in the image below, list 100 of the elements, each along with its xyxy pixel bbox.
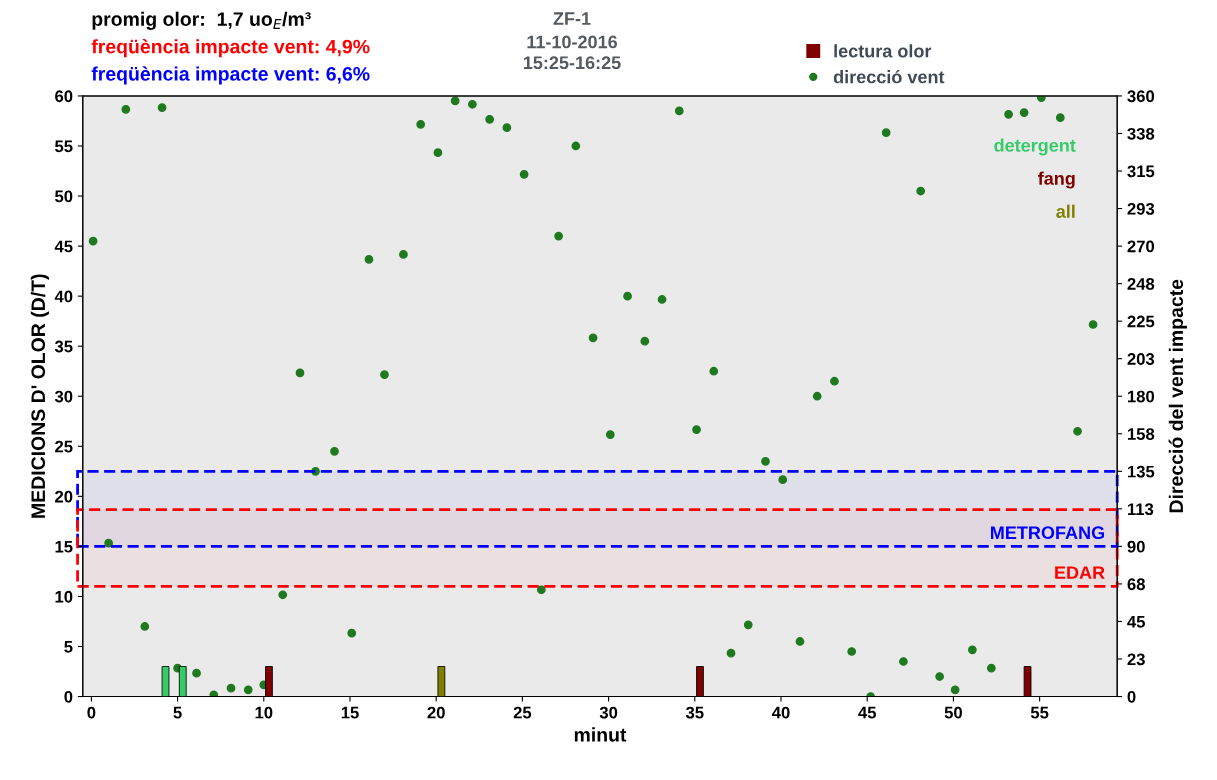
legend-title: lectura olor <box>834 44 932 58</box>
point <box>847 647 857 656</box>
x-axis-title: minut <box>574 727 627 742</box>
x-tick-label: 5 <box>173 706 182 719</box>
point <box>1036 95 1046 102</box>
point <box>795 637 805 646</box>
point <box>916 186 926 196</box>
x-tick-label: 0 <box>87 706 96 719</box>
y2-tick-label: 113 <box>1127 503 1154 516</box>
point <box>519 169 529 179</box>
y2-tick-label: 248 <box>1127 278 1155 290</box>
y-tick-label: 40 <box>54 290 73 303</box>
point <box>743 620 753 630</box>
point <box>433 148 443 158</box>
y-tick-label: 10 <box>55 590 73 603</box>
y-tick-label: 30 <box>54 390 73 403</box>
point <box>226 683 236 693</box>
point <box>140 622 150 631</box>
point <box>709 366 719 376</box>
point <box>330 446 339 456</box>
point <box>399 250 408 259</box>
y2-tick-label: 293 <box>1127 202 1155 215</box>
point <box>1055 113 1065 122</box>
point <box>692 425 701 434</box>
point <box>1004 109 1013 119</box>
y2-tick-label: 90 <box>1127 540 1145 553</box>
y2-tick-label: 45 <box>1127 616 1145 628</box>
y-tick-label: 35 <box>54 340 73 353</box>
y-axis-title: MEDICIONS D' OLOR (D/T) <box>30 274 49 518</box>
point <box>1073 426 1082 436</box>
y-tick-label: 20 <box>55 490 73 503</box>
y-tick-label: 55 <box>55 140 73 153</box>
chart-title: ZF-1 <box>553 12 591 25</box>
y2-tick-label: 180 <box>1127 390 1155 403</box>
point <box>935 672 944 681</box>
point <box>986 663 996 673</box>
y2-tick-label: 23 <box>1127 653 1145 666</box>
point <box>899 657 908 666</box>
legend-label: direcció vent <box>833 69 945 84</box>
y2-tick-label: 315 <box>1127 165 1155 178</box>
x-tick-label: 25 <box>513 706 532 719</box>
point <box>968 645 977 655</box>
y2-tick-label: 68 <box>1127 578 1145 591</box>
text: freqüència impacte vent: 6,6% <box>91 66 370 85</box>
point <box>157 103 167 112</box>
point <box>623 291 632 301</box>
point <box>554 231 563 241</box>
x-tick-label: 45 <box>858 706 877 719</box>
point <box>605 430 615 439</box>
point <box>104 538 113 548</box>
y2-tick-label: 158 <box>1127 428 1155 440</box>
point <box>88 236 98 246</box>
chart-subtitle: 11-10-2016 15:25-16:25 <box>523 35 621 70</box>
x-tick-label: 50 <box>944 706 963 719</box>
point <box>830 376 839 386</box>
x-tick-label: 15 <box>341 706 359 719</box>
point <box>674 106 684 116</box>
point <box>761 456 770 466</box>
y2-tick-label: 338 <box>1127 127 1155 140</box>
y2-tick-label: 360 <box>1127 90 1155 103</box>
x-tick-label: 55 <box>1030 706 1049 719</box>
point <box>468 99 477 109</box>
x-tick-label: 35 <box>685 706 704 719</box>
point <box>380 370 389 379</box>
point <box>416 119 426 129</box>
x-tick-label: 30 <box>599 706 618 719</box>
x-tick-label: 10 <box>255 706 273 719</box>
point <box>192 668 201 678</box>
text: detergent <box>994 138 1076 156</box>
point <box>588 333 598 343</box>
point <box>657 295 667 304</box>
point <box>121 104 131 114</box>
y-tick-label: 0 <box>64 690 73 703</box>
point <box>295 368 305 378</box>
point <box>485 114 495 124</box>
x-tick-label: 20 <box>427 706 445 719</box>
point <box>881 128 891 138</box>
point <box>278 590 288 600</box>
x-tick-label: 40 <box>771 706 790 719</box>
y-tick-label: 15 <box>55 540 73 553</box>
y2-tick-label: 135 <box>1127 465 1155 478</box>
text: fang <box>1038 171 1075 189</box>
point <box>571 141 581 151</box>
point <box>243 685 253 695</box>
y-tick-label: 5 <box>64 641 73 653</box>
point <box>502 123 512 133</box>
text: promig olor: 1,7 uo$_{E}$/m³ <box>92 11 311 30</box>
point <box>1088 320 1098 329</box>
y-tick-label: 45 <box>54 240 73 253</box>
band-label: METROFANG <box>990 526 1105 540</box>
point <box>347 628 357 638</box>
y-tick-label: 25 <box>55 440 73 453</box>
point <box>209 690 219 697</box>
band-label: EDAR <box>1055 566 1105 579</box>
point <box>812 391 822 401</box>
point <box>450 96 460 106</box>
point <box>726 648 736 658</box>
y2-tick-label: 203 <box>1127 353 1155 365</box>
point <box>778 475 788 485</box>
text: freqüència impacte vent: 4,9% <box>91 39 370 58</box>
